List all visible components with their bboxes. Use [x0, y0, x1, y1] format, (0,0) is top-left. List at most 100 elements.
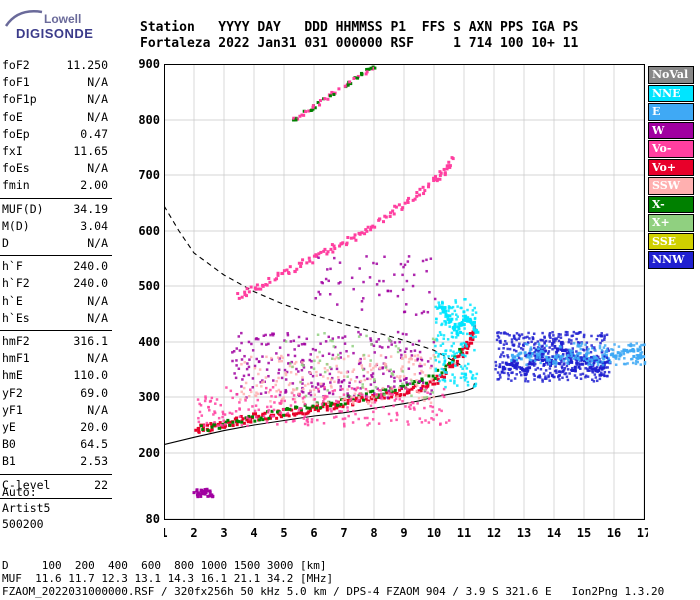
spread-echo: [444, 349, 447, 353]
auto-label: Auto:: [2, 485, 37, 499]
spread-echo: [590, 359, 594, 363]
spread-echo: [591, 346, 594, 350]
echo-point-e: [568, 351, 572, 355]
spread-echo: [391, 387, 395, 391]
spread-echo: [588, 361, 591, 365]
spread-echo: [429, 392, 432, 396]
spread-echo: [257, 337, 260, 341]
spread-echo: [289, 362, 292, 365]
spread-echo: [255, 357, 258, 361]
spread-echo: [512, 334, 516, 338]
echo-point-x: [440, 371, 444, 375]
spread-echo: [204, 395, 207, 398]
spread-echo: [413, 408, 416, 411]
spread-echo: [307, 382, 310, 386]
spread-echo: [596, 363, 600, 367]
echo-point-x: [270, 409, 274, 413]
echo-point-vo: [415, 194, 419, 198]
echo-point-nne: [453, 322, 457, 326]
spread-echo: [339, 388, 342, 392]
echo-point-x: [411, 382, 415, 386]
spread-echo: [567, 348, 570, 352]
spread-echo: [362, 374, 366, 378]
spread-echo: [617, 357, 621, 361]
spread-echo: [603, 352, 606, 356]
echo-point-nnw: [501, 367, 505, 371]
spread-echo: [564, 349, 567, 352]
spread-echo: [565, 351, 569, 355]
echo-point-e: [516, 354, 520, 358]
spread-echo: [572, 342, 576, 345]
spread-echo: [347, 395, 350, 398]
echo-point-vo: [265, 417, 269, 421]
param-value: 0.47: [80, 126, 108, 141]
echo-point-vo: [364, 397, 368, 401]
spread-echo: [360, 308, 364, 311]
echo-point-vo: [265, 283, 269, 287]
echo-point-vo: [366, 225, 370, 229]
spread-echo: [421, 381, 425, 384]
spread-echo: [231, 396, 234, 400]
spread-echo: [283, 368, 287, 372]
spread-echo: [310, 381, 313, 385]
spread-echo: [535, 352, 538, 355]
spread-echo: [637, 356, 640, 359]
spread-echo: [406, 387, 409, 391]
echo-point-vo: [445, 167, 449, 171]
spread-echo: [496, 331, 499, 335]
spread-echo: [551, 331, 554, 334]
spread-echo: [529, 348, 532, 351]
spread-echo: [424, 374, 427, 377]
spread-echo: [554, 360, 557, 363]
spread-echo: [298, 393, 302, 396]
spread-echo: [333, 357, 337, 361]
spread-echo: [560, 365, 564, 368]
spread-echo: [547, 350, 551, 353]
spread-echo: [277, 388, 281, 392]
spread-echo: [634, 362, 638, 366]
spread-echo: [259, 392, 263, 395]
echo-point-nnw: [584, 361, 588, 365]
param-value: N/A: [87, 351, 108, 366]
echo-point-vo: [284, 413, 288, 417]
spread-echo: [640, 343, 643, 347]
spread-echo: [322, 375, 325, 378]
spread-echo: [554, 369, 558, 372]
spread-echo: [370, 374, 373, 377]
spread-echo: [554, 339, 557, 342]
spread-echo: [361, 383, 364, 386]
echo-point-nnw: [531, 362, 535, 366]
spread-echo: [464, 376, 468, 380]
echo-point-multihop: [307, 109, 311, 113]
spread-echo: [342, 422, 346, 426]
spread-echo: [367, 402, 370, 405]
echo-point-x: [308, 406, 312, 410]
spread-echo: [510, 379, 513, 382]
spread-echo: [270, 395, 273, 398]
spread-echo: [466, 384, 470, 387]
echo-point-nne: [455, 329, 459, 333]
spread-echo: [336, 401, 340, 404]
spread-echo: [586, 367, 589, 371]
spread-echo: [251, 405, 254, 408]
spread-echo: [203, 424, 206, 427]
echo-point-x: [247, 414, 251, 418]
spread-echo: [461, 332, 465, 335]
spread-echo: [420, 364, 423, 368]
spread-echo: [240, 363, 243, 366]
spread-echo: [567, 350, 571, 353]
spread-echo: [548, 340, 551, 343]
spread-echo: [378, 293, 381, 297]
spread-echo: [251, 377, 255, 380]
spread-echo: [461, 314, 465, 318]
spread-echo: [607, 370, 611, 374]
spread-echo: [221, 412, 225, 416]
echo-point-vo: [287, 271, 291, 275]
echo-point-vo: [466, 346, 470, 350]
spread-echo: [506, 355, 510, 359]
spread-echo: [463, 378, 467, 382]
spread-echo: [573, 374, 577, 377]
spread-echo: [250, 342, 253, 346]
echo-point-x: [305, 406, 309, 410]
echo-point-nnw: [523, 372, 527, 376]
